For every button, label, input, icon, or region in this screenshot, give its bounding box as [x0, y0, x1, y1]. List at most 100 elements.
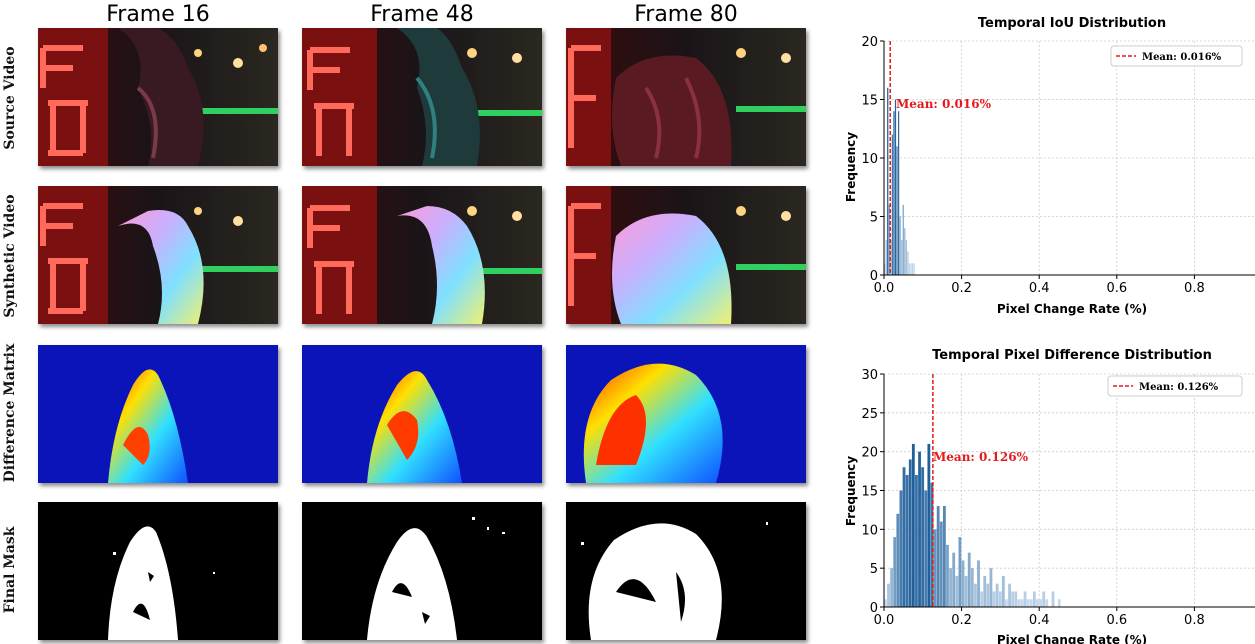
- frame-title-80: Frame 80: [634, 2, 738, 27]
- histogram-bar: [949, 568, 952, 607]
- x-tick-label: 0.0: [874, 281, 895, 296]
- row-label-difference-matrix: Difference Matrix: [2, 343, 18, 483]
- histogram-bar: [902, 467, 906, 607]
- histogram-bar: [911, 443, 915, 607]
- histogram-bar: [1001, 575, 1005, 607]
- chart-temporal-iou: Temporal IoU Distribution 0.0 0.2 0.4 0.6 0.…: [844, 16, 1255, 316]
- histogram-bar: [1014, 591, 1018, 607]
- histogram-bar: [897, 111, 900, 275]
- histogram-bar: [986, 583, 990, 607]
- histogram-bar: [884, 599, 887, 607]
- histogram-bar: [964, 575, 968, 607]
- histogram-bar: [977, 560, 980, 607]
- histogram-bar: [905, 239, 907, 275]
- row-label-final-mask: Final Mask: [2, 526, 18, 614]
- synthetic-frame-48: [302, 186, 542, 324]
- histogram-bar: [974, 583, 977, 607]
- y-tick-label: 0: [870, 269, 878, 284]
- histogram-bar: [1036, 599, 1039, 607]
- x-tick-label: 0.4: [1029, 281, 1050, 296]
- final-mask-80: [566, 502, 806, 640]
- histogram-bar: [1026, 599, 1030, 607]
- histogram-bar: [970, 568, 974, 607]
- histogram-bar: [946, 544, 949, 607]
- legend: Mean: 0.126%: [1107, 375, 1243, 397]
- histogram-bar: [888, 204, 890, 275]
- histogram-bar: [1029, 599, 1033, 607]
- histogram-bar: [896, 146, 898, 275]
- histogram-bar: [893, 537, 897, 607]
- histogram-bar: [904, 228, 906, 275]
- histogram-bar: [885, 239, 887, 275]
- plot-area: 0.00.20.40.60.81.0051015202530: [861, 368, 1255, 628]
- final-mask-16: [38, 502, 278, 640]
- histogram-bar: [910, 263, 912, 275]
- y-tick-label: 15: [861, 94, 878, 109]
- histogram-bar: [893, 111, 895, 275]
- y-tick-label: 5: [870, 562, 878, 577]
- histogram-bar: [983, 575, 987, 607]
- histogram-bar: [908, 459, 912, 607]
- histogram-bar: [958, 537, 962, 607]
- chart-title: Temporal IoU Distribution: [978, 16, 1166, 31]
- histogram-bar: [933, 529, 937, 607]
- chart-temporal-pixel-difference: Temporal Pixel Difference Distribution 0…: [844, 348, 1255, 644]
- y-axis-label: Frequency: [844, 132, 858, 202]
- histogram-bar: [905, 474, 909, 607]
- y-tick-label: 15: [861, 485, 878, 500]
- y-axis-label: Frequency: [844, 456, 858, 526]
- source-frame-80: [566, 28, 806, 166]
- histogram-bar: [1023, 591, 1027, 607]
- plot-area: 0.00.20.40.60.81.005101520: [861, 35, 1255, 296]
- row-label-source-video: Source Video: [2, 46, 18, 150]
- y-tick-label: 5: [870, 211, 878, 226]
- histogram-bar: [887, 87, 889, 275]
- histogram-bar: [952, 552, 956, 607]
- histogram-bar: [1042, 591, 1046, 607]
- final-mask-48: [302, 502, 542, 640]
- histogram-bar: [890, 568, 894, 607]
- y-tick-label: 10: [861, 523, 878, 538]
- chart-title: Temporal Pixel Difference Distribution: [932, 348, 1212, 363]
- legend: Mean: 0.016%: [1110, 45, 1243, 67]
- histogram-bar: [924, 490, 928, 607]
- legend-label: Mean: 0.016%: [1142, 52, 1222, 63]
- histogram-bar: [1032, 591, 1036, 607]
- x-tick-label: 0.8: [1184, 281, 1205, 296]
- synthetic-frame-16: [38, 186, 278, 324]
- histogram-bar: [899, 216, 901, 275]
- histogram-bar: [1020, 599, 1024, 607]
- x-axis-label: Pixel Change Rate (%): [997, 633, 1147, 644]
- histogram-bar: [1011, 591, 1015, 607]
- y-tick-label: 0: [870, 601, 878, 616]
- difference-matrix-48: [302, 345, 542, 483]
- histogram-bar: [980, 591, 984, 607]
- source-frame-48: [302, 28, 542, 166]
- x-tick-label: 0.4: [1029, 613, 1050, 628]
- mean-annotation: Mean: 0.016%: [896, 97, 992, 111]
- histogram-bar: [911, 263, 914, 275]
- difference-matrix-80: [566, 345, 806, 483]
- histogram-bar: [918, 451, 921, 607]
- histogram-bar: [989, 568, 993, 607]
- histogram-bar: [927, 443, 931, 607]
- row-label-synthetic-video: Synthetic Video: [2, 194, 18, 318]
- frame-title-48: Frame 48: [370, 2, 474, 27]
- x-tick-label: 0.6: [1106, 281, 1127, 296]
- histogram-bar: [894, 99, 897, 275]
- y-tick-label: 25: [861, 407, 878, 422]
- mean-annotation: Mean: 0.126%: [933, 450, 1029, 464]
- histogram-bar: [1017, 599, 1021, 607]
- histogram-bar: [1045, 599, 1049, 607]
- histogram-bar: [1005, 599, 1008, 607]
- y-tick-label: 10: [861, 152, 878, 167]
- y-tick-label: 30: [861, 368, 878, 383]
- histogram-bar: [1051, 591, 1055, 607]
- histogram-bar: [998, 591, 1002, 607]
- histogram-bar: [1008, 583, 1011, 607]
- histogram-bar: [939, 521, 943, 607]
- histogram-bar: [899, 490, 903, 607]
- x-tick-label: 0.6: [1106, 613, 1127, 628]
- x-tick-label: 0.2: [951, 613, 972, 628]
- histogram-bar: [942, 506, 946, 607]
